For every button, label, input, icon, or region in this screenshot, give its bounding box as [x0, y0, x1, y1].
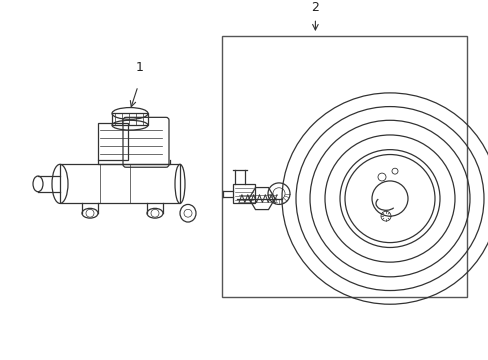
Bar [232, 184, 254, 203]
Bar [112, 113, 148, 125]
Bar [98, 123, 128, 161]
Bar [60, 164, 180, 203]
Bar [222, 36, 466, 297]
Text: 1: 1 [136, 61, 143, 74]
Text: 2: 2 [311, 1, 319, 14]
